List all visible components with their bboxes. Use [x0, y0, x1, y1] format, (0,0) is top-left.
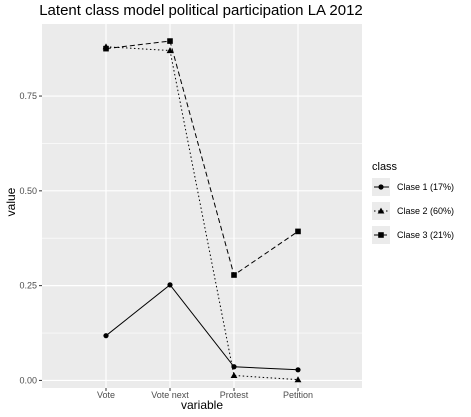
y-axis-title: value — [4, 187, 18, 216]
data-point — [103, 45, 109, 52]
y-tick-label: 0.25 — [19, 281, 37, 291]
legend-label: Clase 2 (60%) — [397, 206, 454, 216]
legend-label: Clase 3 (21%) — [397, 230, 454, 240]
grid-minor — [42, 143, 362, 334]
legend-key-marker — [378, 232, 384, 238]
x-tick-label: Vote next — [151, 390, 189, 400]
data-point — [167, 282, 173, 288]
legend: class Clase 1 (17%) Clase 2 (60%) Clase 3 … — [372, 161, 454, 244]
legend-title: class — [372, 161, 398, 173]
data-point — [166, 47, 174, 54]
axis-ticks: 0.00 0.25 0.50 0.75 Vote Vote next Protest Peti… — [19, 91, 313, 400]
data-point — [295, 228, 301, 235]
series-layer — [102, 38, 302, 383]
data-point — [231, 364, 237, 370]
legend-label: Clase 1 (17%) — [397, 182, 454, 192]
data-point — [103, 333, 109, 339]
series-group — [103, 282, 301, 373]
series-line — [105, 46, 299, 381]
legend-key-marker — [378, 184, 384, 190]
data-point — [294, 376, 302, 383]
series-line — [105, 284, 299, 371]
legend-key-marker — [377, 207, 385, 214]
data-point — [295, 367, 301, 373]
series-line — [105, 40, 299, 276]
plot-panel — [42, 24, 362, 388]
series-group — [103, 38, 301, 278]
grid-major — [42, 24, 362, 388]
data-point — [231, 272, 237, 278]
y-tick-label: 0.00 — [19, 375, 37, 385]
y-tick-label: 0.50 — [19, 186, 37, 196]
x-tick-label: Petition — [283, 390, 313, 400]
x-tick-label: Protest — [220, 390, 249, 400]
x-tick-label: Vote — [97, 390, 115, 400]
data-point — [167, 38, 173, 44]
data-point — [230, 372, 238, 379]
y-tick-label: 0.75 — [19, 91, 37, 101]
x-axis-title: variable — [181, 398, 223, 412]
chart-title: Latent class model political participati… — [39, 2, 363, 19]
